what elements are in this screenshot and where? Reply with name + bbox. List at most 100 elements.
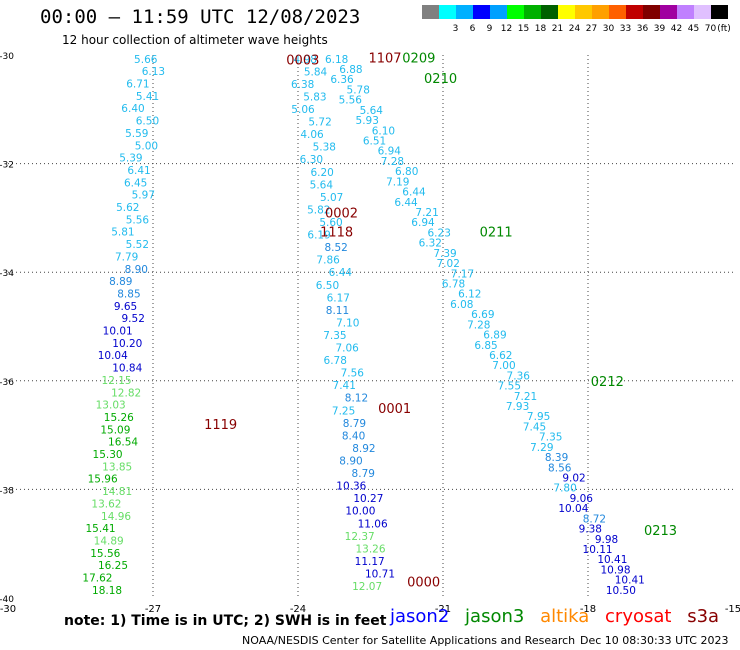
wave-height-value: 5.59 (125, 128, 148, 140)
wave-height-value: 8.72 (583, 513, 606, 525)
wave-height-value: 4.98 (294, 54, 317, 66)
wave-height-value: 10.84 (112, 363, 142, 375)
wave-height-value: 7.28 (381, 156, 404, 168)
wave-height-value: 6.50 (316, 280, 339, 292)
wave-height-value: 6.94 (411, 217, 435, 229)
wave-height-value: 8.56 (548, 462, 572, 474)
wave-height-value: 9.02 (562, 473, 585, 485)
wave-height-value: 6.23 (428, 227, 451, 239)
wave-height-value: 4.06 (300, 129, 324, 141)
wave-height-value: 7.21 (514, 391, 537, 403)
legend-s3a: s3a (687, 606, 720, 627)
wave-height-value: 10.98 (600, 564, 630, 576)
wave-height-value: 7.17 (451, 268, 474, 280)
grid (8, 55, 733, 598)
wave-height-value: 10.11 (583, 544, 613, 556)
wave-height-value: 15.09 (100, 424, 130, 436)
x-tick-label: -21 (435, 604, 451, 615)
colorbar-swatch (592, 5, 609, 19)
wave-height-value: 6.17 (327, 292, 350, 304)
colorbar-swatch (609, 5, 626, 19)
wave-height-value: 7.35 (323, 330, 346, 342)
wave-height-value: 12.07 (352, 581, 382, 593)
wave-height-value: 7.45 (523, 421, 546, 433)
wave-height-value: 5.56 (339, 95, 363, 107)
wave-height-value: 7.80 (553, 483, 576, 495)
wave-height-value: 8.85 (117, 288, 140, 300)
wave-height-value: 5.41 (136, 91, 159, 103)
x-tick-label: -24 (290, 604, 306, 615)
wave-height-value: 6.08 (450, 299, 473, 311)
wave-height-value: 6.10 (372, 125, 395, 137)
wave-height-value: 5.64 (310, 179, 334, 191)
wave-height-value: 5.93 (356, 115, 379, 127)
wave-height-value: 13.03 (96, 400, 126, 412)
wave-height-value: 10.20 (112, 338, 142, 350)
wave-height-value: 13.26 (355, 543, 385, 555)
wave-height-value: 7.28 (467, 319, 490, 331)
wave-height-value: 9.65 (114, 301, 137, 313)
colorbar-swatch (660, 5, 677, 19)
colorbar-label: 33 (620, 24, 631, 34)
colorbar-swatch (490, 5, 507, 19)
colorbar-unit: (ft) (717, 24, 731, 34)
track-1119-0003: 5.666.136.715.416.406.505.595.005.396.41… (82, 54, 165, 597)
colorbar-label: 27 (586, 24, 597, 34)
wave-height-value: 5.06 (291, 104, 315, 116)
wave-height-value: 8.79 (343, 418, 366, 430)
wave-height-value: 10.04 (558, 503, 588, 515)
wave-height-value: 7.41 (333, 380, 356, 392)
track-1118-0002: 4.985.846.385.835.065.724.065.386.306.20… (291, 54, 395, 593)
colorbar-swatch (456, 5, 473, 19)
wave-height-value: 12.15 (102, 375, 132, 387)
colorbar-label: 45 (688, 24, 699, 34)
wave-height-value: 7.00 (492, 360, 515, 372)
wave-height-value: 5.97 (132, 190, 155, 202)
wave-height-value: 16.54 (108, 437, 138, 449)
wave-height-value: 10.27 (353, 493, 383, 505)
wave-height-value: 18.18 (92, 585, 122, 597)
colorbar-label: 30 (603, 24, 615, 34)
wave-height-value: 7.39 (433, 248, 456, 260)
wave-height-value: 7.06 (335, 343, 359, 355)
wave-height-value: 5.39 (119, 153, 142, 165)
colorbar-label: 18 (535, 24, 547, 34)
colorbar-label: 3 (453, 24, 459, 34)
wave-height-value: 6.30 (300, 154, 323, 166)
page-title: 00:00 – 11:59 UTC 12/08/2023 (40, 6, 361, 28)
wave-height-value: 9.38 (579, 524, 602, 536)
wave-height-value: 6.69 (471, 309, 494, 321)
time-label: 0211 (480, 225, 513, 240)
wave-height-value: 6.44 (394, 197, 418, 209)
wave-height-value: 5.52 (126, 239, 149, 251)
colorbar-swatch (473, 5, 490, 19)
colorbar-swatch (558, 5, 575, 19)
time-labels: 0003 1107 0209 0210 0002 1118 0211 0212 0001 1119… (204, 52, 677, 591)
wave-height-value: 6.20 (310, 167, 333, 179)
wave-height-value: 6.12 (458, 289, 481, 301)
time-label: 1107 (368, 52, 401, 67)
wave-height-value: 8.89 (109, 276, 132, 288)
colorbar-label: 24 (569, 24, 581, 34)
wave-height-value: 7.55 (498, 381, 521, 393)
wave-height-value: 17.62 (82, 573, 112, 585)
track-0209-0213: 6.186.886.365.785.565.645.936.106.516.94… (325, 54, 645, 597)
wave-height-value: 14.89 (94, 535, 124, 547)
wave-height-value: 15.56 (90, 548, 120, 560)
wave-height-value: 5.62 (116, 202, 139, 214)
wave-height-value: 6.78 (324, 355, 347, 367)
wave-height-value: 6.50 (136, 116, 159, 128)
wave-height-value: 10.00 (345, 506, 375, 518)
wave-height-value: 7.86 (316, 255, 340, 267)
time-label: 1119 (204, 418, 237, 433)
wave-height-value: 7.36 (507, 370, 531, 382)
wave-height-value: 6.89 (483, 330, 506, 342)
wave-height-value: 8.40 (342, 430, 365, 442)
wave-height-value: 6.44 (402, 187, 426, 199)
footer-timestamp: Dec 10 08:30:33 UTC 2023 (580, 634, 729, 647)
wave-height-value: 6.40 (121, 103, 144, 115)
wave-height-value: 8.92 (352, 443, 375, 455)
time-label: 0213 (644, 524, 677, 539)
wave-height-value: 8.12 (345, 393, 368, 405)
